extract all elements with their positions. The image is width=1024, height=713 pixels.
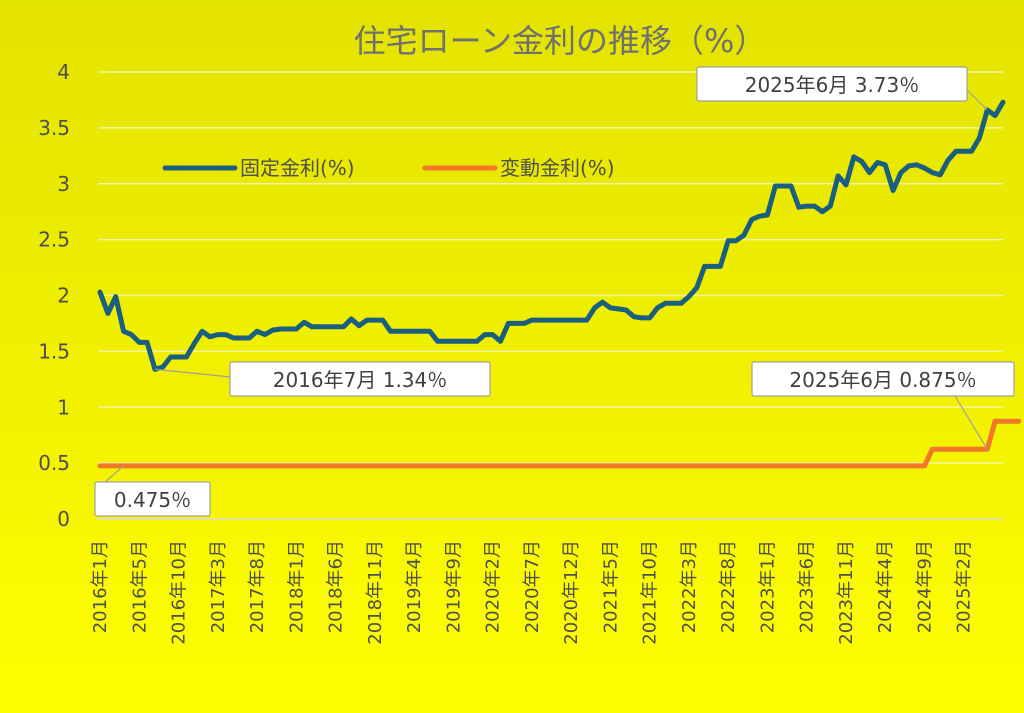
x-tick-label: 2022年3月 [679, 540, 700, 633]
y-axis-ticks: 0 0.5 1 1.5 2 2.5 3 3.5 4 [38, 60, 70, 531]
y-tick-label: 3 [57, 172, 70, 196]
x-tick-label: 2018年6月 [326, 540, 347, 633]
annotation-leader [966, 89, 988, 111]
annotation-label: 2025年6月 3.73％ [745, 73, 920, 97]
y-tick-label: 1.5 [38, 339, 70, 363]
annotation-box [751, 361, 1015, 397]
gridlines [98, 71, 1003, 520]
y-tick-label: 2 [57, 284, 70, 308]
annotation-label: 2016年7月 1.34％ [273, 368, 448, 392]
annotation-box [696, 66, 968, 102]
x-tick-label: 2021年5月 [600, 540, 621, 633]
x-tick-label: 2018年1月 [286, 540, 307, 633]
annotation-label: 0.475％ [114, 488, 191, 512]
x-tick-label: 2023年6月 [797, 540, 818, 633]
x-tick-label: 2024年4月 [875, 540, 896, 633]
x-tick-label: 2023年11月 [836, 540, 857, 645]
x-tick-label: 2019年9月 [443, 540, 464, 633]
legend-label: 変動金利(%) [500, 156, 615, 180]
series-lines [97, 99, 1022, 469]
chart-title: 住宅ローン金利の推移（%） [354, 22, 767, 60]
legend: 固定金利(%) 変動金利(%) [162, 156, 615, 180]
x-tick-label: 2017年8月 [247, 540, 268, 633]
y-tick-label: 3.5 [38, 116, 70, 140]
annotations: 2025年6月 3.73％ 2016年7月 1.34％ 2025年6月 0.875％… [94, 66, 1015, 517]
y-tick-label: 0.5 [38, 451, 70, 475]
x-tick-label: 2017年3月 [208, 540, 229, 633]
x-tick-label: 2016年1月 [90, 540, 111, 633]
x-tick-label: 2023年1月 [757, 540, 778, 633]
x-tick-label: 2025年2月 [954, 540, 975, 633]
y-tick-label: 2.5 [38, 228, 70, 252]
annotation-label: 2025年6月 0.875％ [789, 368, 976, 392]
x-tick-label: 2022年8月 [718, 540, 739, 633]
x-tick-label: 2016年5月 [129, 540, 150, 633]
x-tick-label: 2016年10月 [169, 540, 190, 645]
x-tick-label: 2020年7月 [522, 540, 543, 633]
x-axis-ticks: 2016年1月 2016年5月 2016年10月 2017年3月 2017年8月 2018… [90, 540, 975, 645]
x-tick-label: 2024年9月 [914, 540, 935, 633]
x-tick-label: 2019年4月 [404, 540, 425, 633]
x-tick-label: 2020年12月 [561, 540, 582, 645]
legend-label: 固定金利(%) [240, 156, 355, 180]
y-tick-label: 1 [57, 395, 70, 419]
y-tick-label: 0 [57, 507, 70, 531]
annotation-leader [104, 465, 124, 483]
annotation-leader [954, 395, 988, 450]
x-tick-label: 2021年10月 [640, 540, 661, 645]
annotation-box [229, 361, 491, 397]
x-tick-label: 2018年11月 [365, 540, 386, 645]
annotation-box [94, 481, 211, 517]
series-line-0 [97, 99, 1006, 372]
x-tick-label: 2020年2月 [483, 540, 504, 633]
series-line-1 [97, 418, 1022, 469]
y-tick-label: 4 [57, 60, 70, 84]
